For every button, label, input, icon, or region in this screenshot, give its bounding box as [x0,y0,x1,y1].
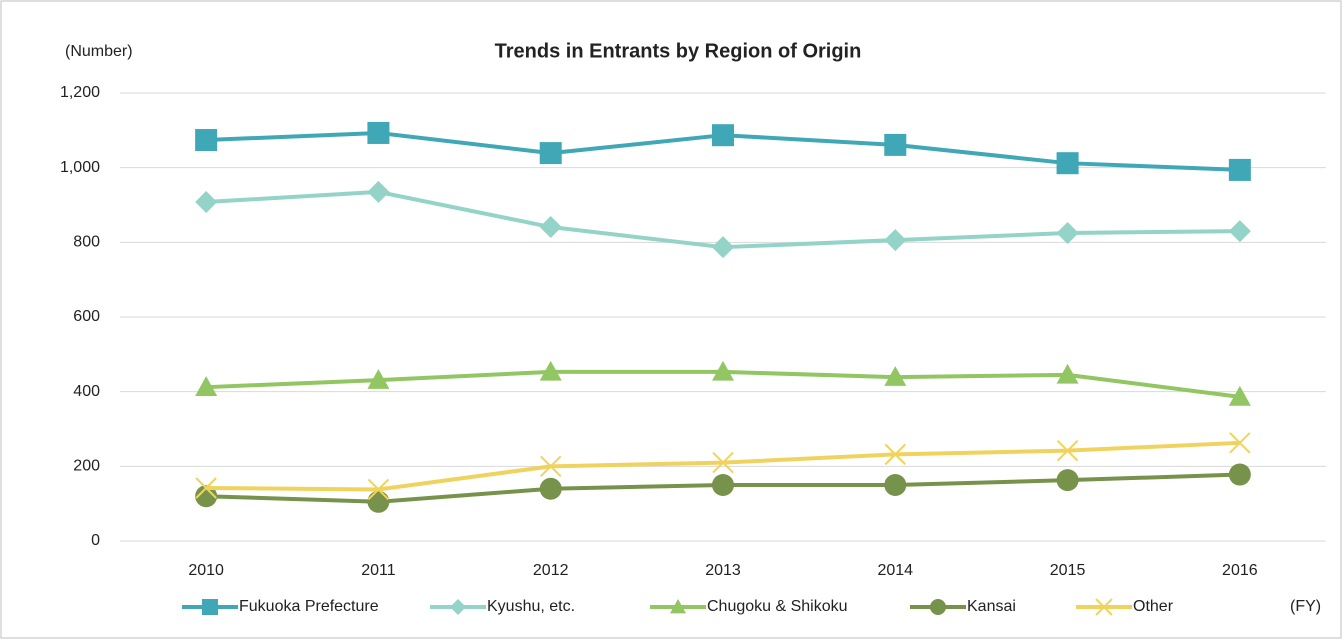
marker [712,236,734,259]
marker [930,599,946,615]
marker [195,191,218,214]
marker [539,360,562,381]
marker [367,369,390,389]
x-tick-label: 2013 [705,562,741,579]
marker [884,229,907,252]
marker [1095,598,1113,616]
x-tick-label: 2011 [361,562,396,579]
marker [1056,152,1079,175]
y-tick-label: 600 [73,308,100,325]
x-tick-label: 2015 [1050,562,1086,579]
x-tick-label: 2014 [877,562,913,579]
marker [367,121,390,144]
x-tick-label: 2012 [533,562,569,579]
marker [712,360,734,381]
marker [1228,385,1251,406]
marker [1228,158,1251,181]
marker [540,455,562,478]
marker [1056,363,1079,384]
chart-title: Trends in Entrants by Region of Origin [495,40,862,62]
marker [367,490,390,513]
marker [195,485,218,508]
marker [712,124,734,147]
legend-label: Kyushu, etc. [487,598,575,615]
marker [367,180,390,203]
legend-label: Fukuoka Prefecture [239,598,379,615]
marker [195,477,217,499]
legend-label: Kansai [967,598,1016,615]
y-tick-label: 400 [73,383,100,400]
marker [670,599,686,614]
marker [1228,463,1251,486]
marker [367,478,390,501]
marker [539,142,562,165]
marker [539,477,562,500]
y-axis-label: (Number) [65,43,133,60]
marker [1229,432,1251,454]
legend-label: Other [1133,598,1174,615]
marker [195,129,218,152]
marker [202,599,218,615]
marker [1228,220,1251,243]
marker [450,599,466,615]
y-tick-label: 800 [73,234,100,251]
marker [1056,439,1079,462]
marker [539,216,562,239]
y-tick-label: 1,200 [60,84,100,101]
legend-label: Chugoku & Shikoku [707,598,848,615]
x-tick-label: 2010 [188,562,224,579]
marker [1056,222,1079,244]
marker [1056,469,1079,492]
marker [884,133,907,156]
marker [884,443,906,466]
marker [712,451,734,474]
x-axis-label: (FY) [1290,598,1321,615]
y-tick-label: 0 [91,532,100,549]
y-tick-label: 1,000 [60,159,100,176]
marker [712,474,734,496]
x-tick-label: 2016 [1222,562,1258,579]
marker [195,376,218,396]
marker [884,474,907,496]
marker [884,366,907,386]
y-tick-label: 200 [73,458,100,475]
